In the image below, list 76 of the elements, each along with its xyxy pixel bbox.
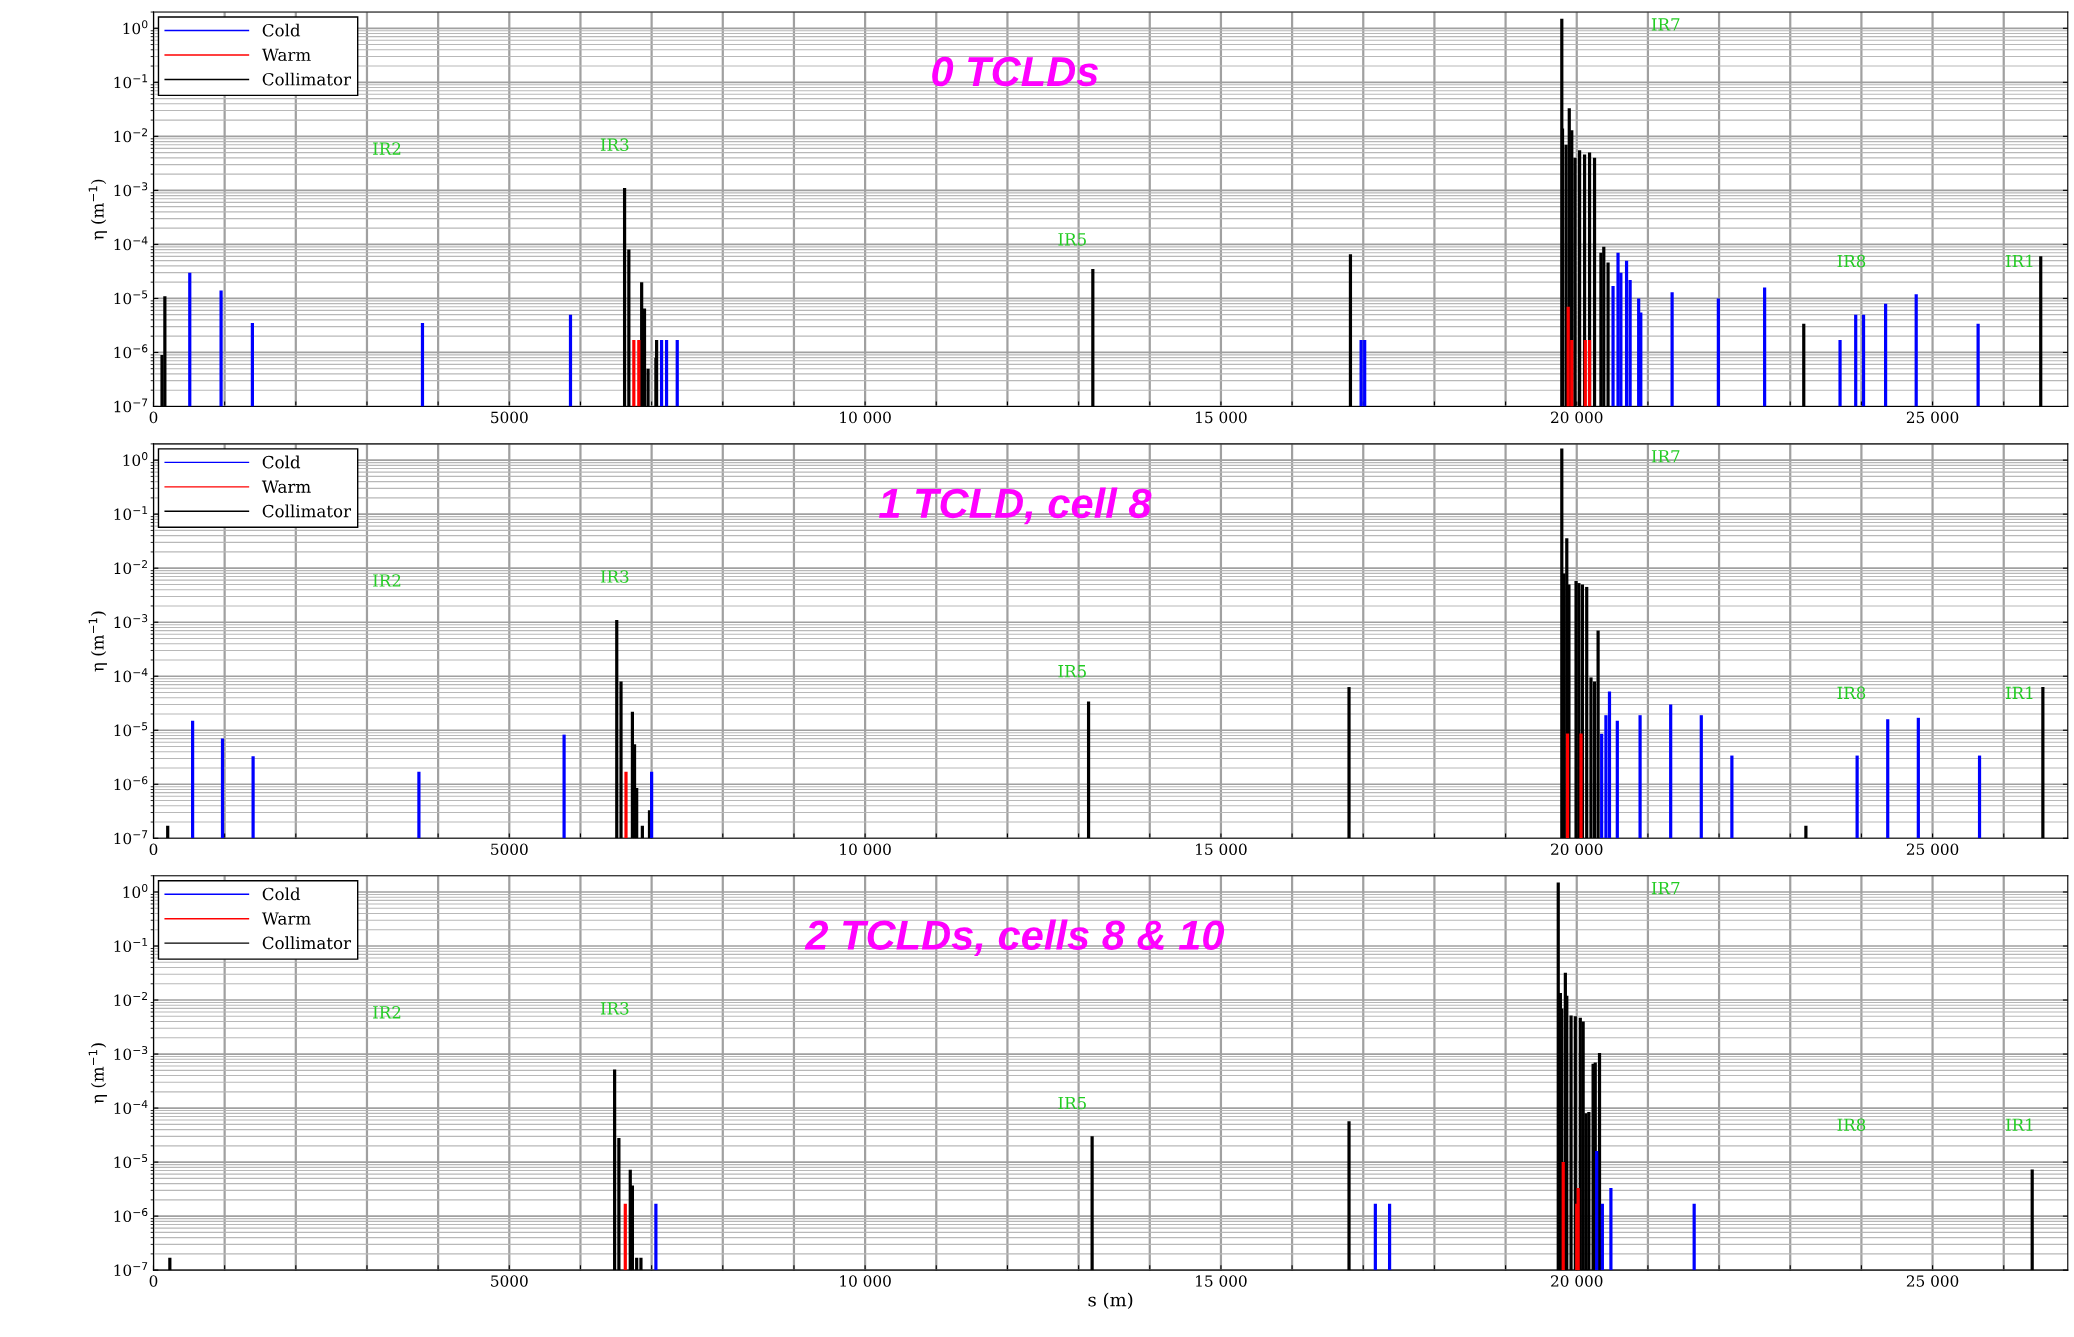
y-tick-label: 10$^{−7}$	[114, 398, 148, 413]
y-tick-label: 10$^{−2}$	[114, 991, 147, 1006]
text: 1 TCLD, cell 8	[878, 487, 1152, 525]
legend-label: Cold	[262, 887, 301, 901]
annotation: IR2	[373, 142, 401, 155]
annotation: IR1	[2005, 686, 2033, 699]
y-tick-label: 10$^{−7}$	[114, 830, 148, 845]
y-tick-label: 10$^{−5}$	[114, 722, 148, 737]
y-tick-label: 10$^{−4}$	[114, 668, 148, 683]
y-tick-label: 10$^{−3}$	[114, 182, 148, 197]
x-tick-label: 5000	[491, 1275, 528, 1287]
x-tick-label: 10 000	[840, 411, 891, 424]
x-tick-label: 0	[149, 411, 158, 424]
annotation: IR8	[1837, 254, 1866, 268]
legend-label: Collimator	[262, 504, 352, 518]
legend-label: Warm	[261, 912, 311, 925]
y-tick-label: 10$^{−4}$	[114, 236, 148, 251]
legend-label: Warm	[261, 48, 311, 62]
annotation: IR7	[1651, 450, 1680, 463]
x-tick-label: 25 000	[1906, 1275, 1959, 1287]
legend-label: Cold	[262, 23, 301, 37]
y-tick-label: 10$^{0}$	[123, 20, 148, 35]
y-tick-label: 10$^{−2}$	[114, 560, 147, 575]
text: 0 TCLDs	[932, 56, 1098, 87]
annotation: IR1	[2005, 1118, 2033, 1131]
y-axis-title: η (m$^{−1}$)	[88, 1043, 108, 1104]
annotation: IR3	[600, 1002, 629, 1015]
x-tick-label: 15 000	[1196, 411, 1247, 424]
text: 2 TCLDs, cells 8 & 10	[804, 919, 1225, 957]
annotation: IR7	[1651, 18, 1680, 31]
y-tick-label: 10$^{−6}$	[114, 1208, 148, 1223]
y-tick-label: 10$^{−3}$	[114, 1045, 148, 1060]
y-tick-label: 10$^{−3}$	[114, 614, 148, 629]
x-tick-label: 20 000	[1551, 1275, 1603, 1287]
legend-label: Collimator	[262, 936, 352, 950]
y-tick-label: 10$^{−2}$	[114, 128, 147, 143]
annotation: IR1	[2005, 254, 2033, 268]
x-tick-label: 20 000	[1551, 411, 1603, 424]
y-tick-label: 10$^{0}$	[123, 452, 148, 467]
annotation: IR3	[600, 570, 629, 583]
x-axis-title: s (m)	[1088, 1292, 1133, 1310]
annotation: IR3	[600, 138, 629, 151]
x-tick-label: 0	[149, 1275, 158, 1287]
x-tick-label: 15 000	[1196, 1275, 1247, 1287]
x-tick-label: 25 000	[1906, 843, 1959, 855]
annotation: IR8	[1837, 1118, 1866, 1132]
y-tick-label: 10$^{−5}$	[114, 1154, 148, 1169]
y-tick-label: 10$^{−6}$	[114, 344, 148, 359]
y-tick-label: 10$^{−1}$	[114, 938, 148, 952]
y-tick-label: 10$^{−5}$	[114, 290, 148, 305]
y-axis-title: η (m$^{−1}$)	[88, 611, 108, 672]
x-tick-label: 15 000	[1196, 843, 1247, 855]
y-tick-label: 10$^{−1}$	[114, 506, 148, 521]
annotation: IR5	[1058, 233, 1086, 246]
x-tick-label: 25 000	[1906, 411, 1959, 424]
x-tick-label: 10 000	[840, 1275, 891, 1287]
y-tick-label: 10$^{−1}$	[114, 74, 148, 89]
legend-label: Collimator	[262, 72, 352, 86]
x-tick-label: 5000	[491, 411, 528, 424]
x-tick-label: 20 000	[1551, 843, 1603, 855]
annotation: IR5	[1058, 665, 1086, 678]
annotation: IR8	[1837, 686, 1866, 700]
y-tick-label: 10$^{−6}$	[114, 776, 148, 791]
y-axis-title: η (m$^{−1}$)	[88, 179, 108, 240]
annotation: IR2	[373, 1006, 401, 1019]
y-tick-label: 10$^{0}$	[123, 883, 148, 898]
x-tick-label: 10 000	[840, 843, 891, 855]
x-tick-label: 5000	[491, 843, 528, 855]
y-tick-label: 10$^{−4}$	[114, 1100, 148, 1114]
annotation: IR7	[1651, 881, 1680, 895]
annotation: IR2	[373, 574, 401, 587]
legend-label: Warm	[261, 480, 311, 493]
annotation: IR5	[1058, 1096, 1086, 1110]
legend-label: Cold	[262, 455, 301, 469]
y-tick-label: 10$^{−7}$	[114, 1262, 148, 1277]
x-tick-label: 0	[149, 843, 158, 855]
